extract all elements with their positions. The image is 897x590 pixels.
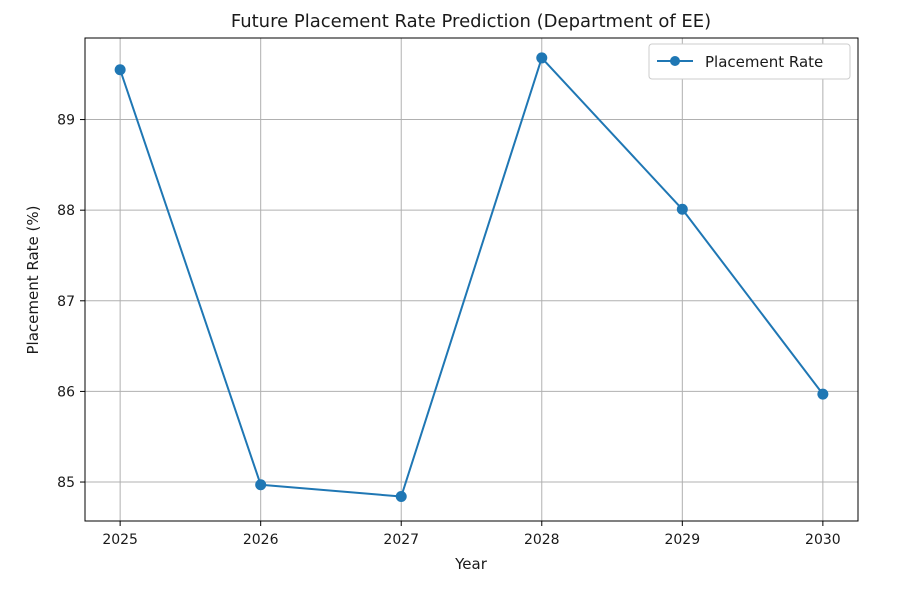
data-point-2030 [817, 388, 829, 400]
y-tick-label: 89 [57, 113, 75, 129]
x-tick-label: 2025 [102, 532, 138, 548]
data-point-2029 [676, 203, 688, 215]
y-axis-label: Placement Rate (%) [24, 206, 42, 355]
y-tick-label: 88 [57, 203, 75, 219]
x-axis-ticks: 2025 2026 2027 2028 2029 2030 [102, 521, 841, 548]
plot-area-frame [84, 37, 859, 522]
x-axis-label: Year [454, 555, 488, 573]
x-tick-label: 2029 [664, 532, 700, 548]
series-line-placement-rate [119, 56, 824, 498]
chart-title: Future Placement Rate Prediction (Depart… [231, 11, 711, 32]
legend-entry-placement-rate: Placement Rate [705, 53, 823, 71]
y-tick-label: 87 [57, 294, 75, 310]
data-point-2028 [536, 52, 548, 64]
legend-marker-swatch [670, 56, 680, 66]
x-tick-label: 2027 [383, 532, 419, 548]
grid-lines [85, 38, 858, 521]
x-tick-label: 2030 [805, 532, 841, 548]
series-layer [114, 52, 829, 503]
y-tick-label: 86 [57, 384, 75, 400]
legend: Placement Rate [648, 43, 851, 80]
data-point-2027 [395, 491, 407, 503]
legend-box [648, 43, 851, 80]
x-tick-label: 2028 [524, 532, 560, 548]
data-point-2026 [255, 479, 267, 491]
data-point-2025 [114, 64, 126, 76]
y-tick-label: 85 [57, 475, 75, 491]
x-tick-label: 2026 [243, 532, 279, 548]
y-axis-ticks: 85 86 87 88 89 [57, 113, 85, 491]
